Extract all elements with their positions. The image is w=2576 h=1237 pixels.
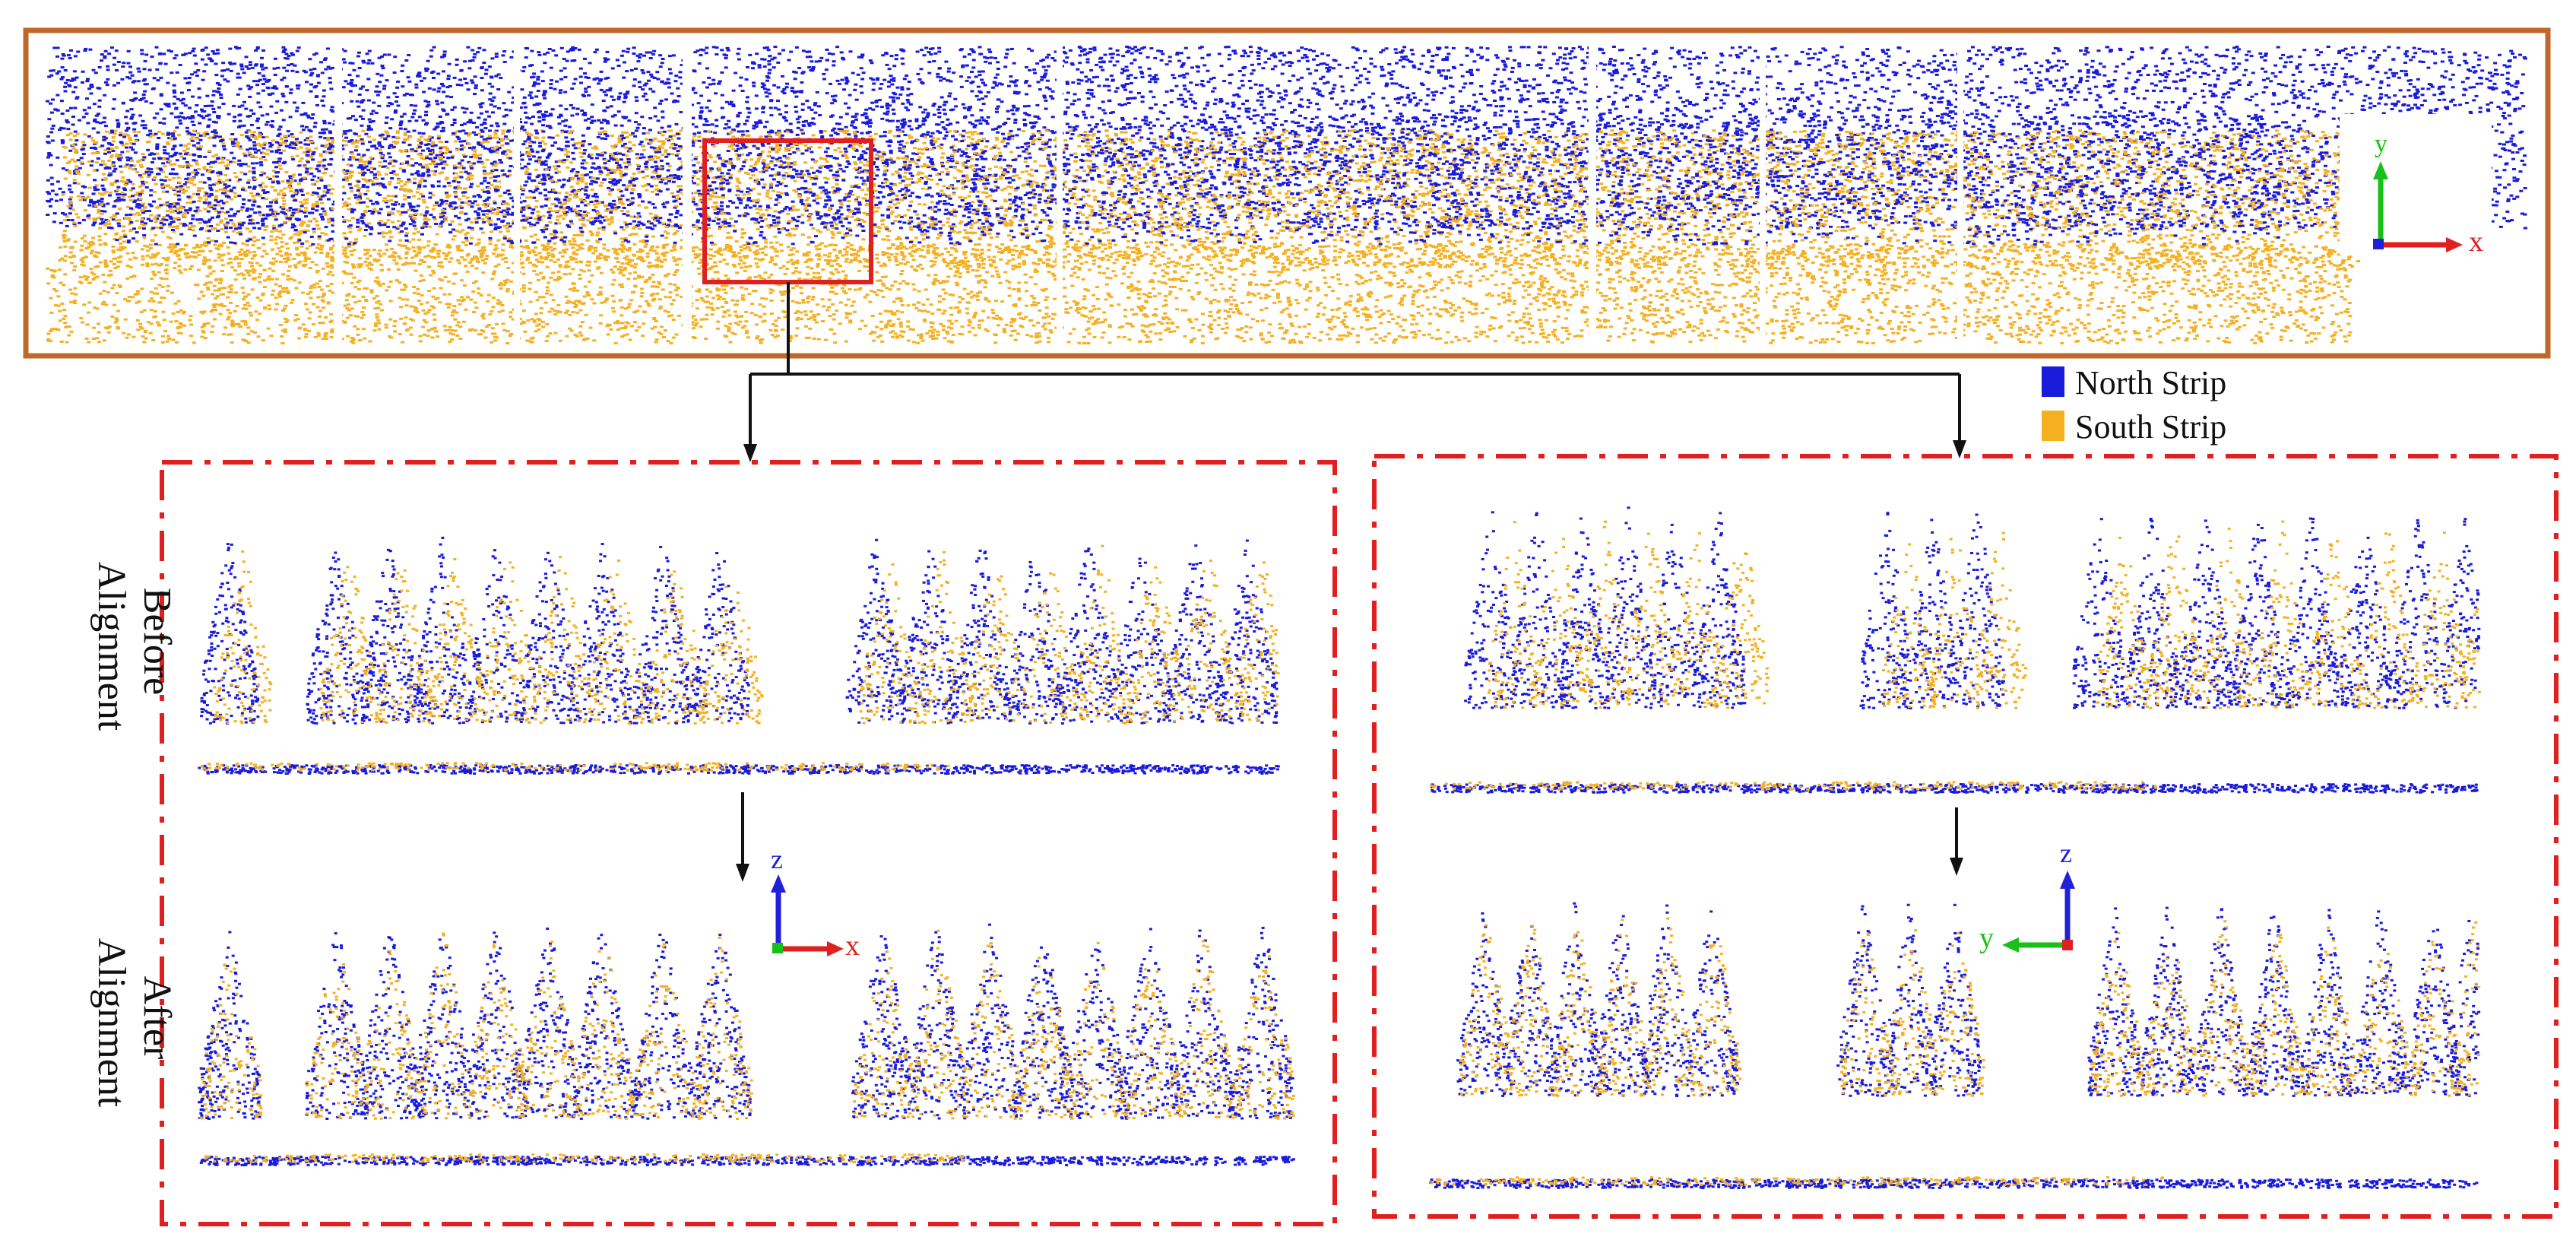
left-axis-z-label: z (771, 844, 783, 874)
row-label-after: After Alignment (90, 938, 179, 1108)
overview-axis-x-label: x (2469, 226, 2483, 258)
right-before-after-arrow (1950, 858, 1963, 876)
right-axis-z-label: z (2060, 838, 2072, 868)
row-label-after-line1: After (135, 976, 179, 1060)
left-axis-indicator: z x (760, 836, 867, 966)
left-before-point-cloud (198, 537, 1279, 775)
legend-swatch-north (2042, 366, 2064, 397)
legend: North Strip South Strip (2042, 364, 2226, 446)
row-label-before-line2: Alignment (90, 562, 133, 731)
legend-swatch-south (2042, 411, 2064, 441)
overview-axis-y-label: y (2375, 130, 2387, 158)
left-before-after-arrow (736, 864, 749, 882)
left-after-point-cloud (198, 924, 1295, 1166)
legend-label-north: North Strip (2075, 364, 2226, 401)
right-axis-y-label: y (1979, 922, 1994, 954)
right-before-point-cloud (1430, 506, 2481, 794)
row-label-before-line1: Before (135, 588, 179, 695)
arrow-head-left-panel (743, 444, 757, 462)
right-axis-indicator: z y (1976, 829, 2086, 958)
left-axis-x-label: x (845, 930, 860, 962)
overview-axis-indicator: y x (2340, 114, 2492, 258)
row-label-after-line2: Alignment (90, 938, 133, 1108)
legend-label-south: South Strip (2075, 408, 2226, 446)
right-after-point-cloud (1429, 902, 2480, 1189)
row-label-before: Before Alignment (90, 562, 179, 731)
